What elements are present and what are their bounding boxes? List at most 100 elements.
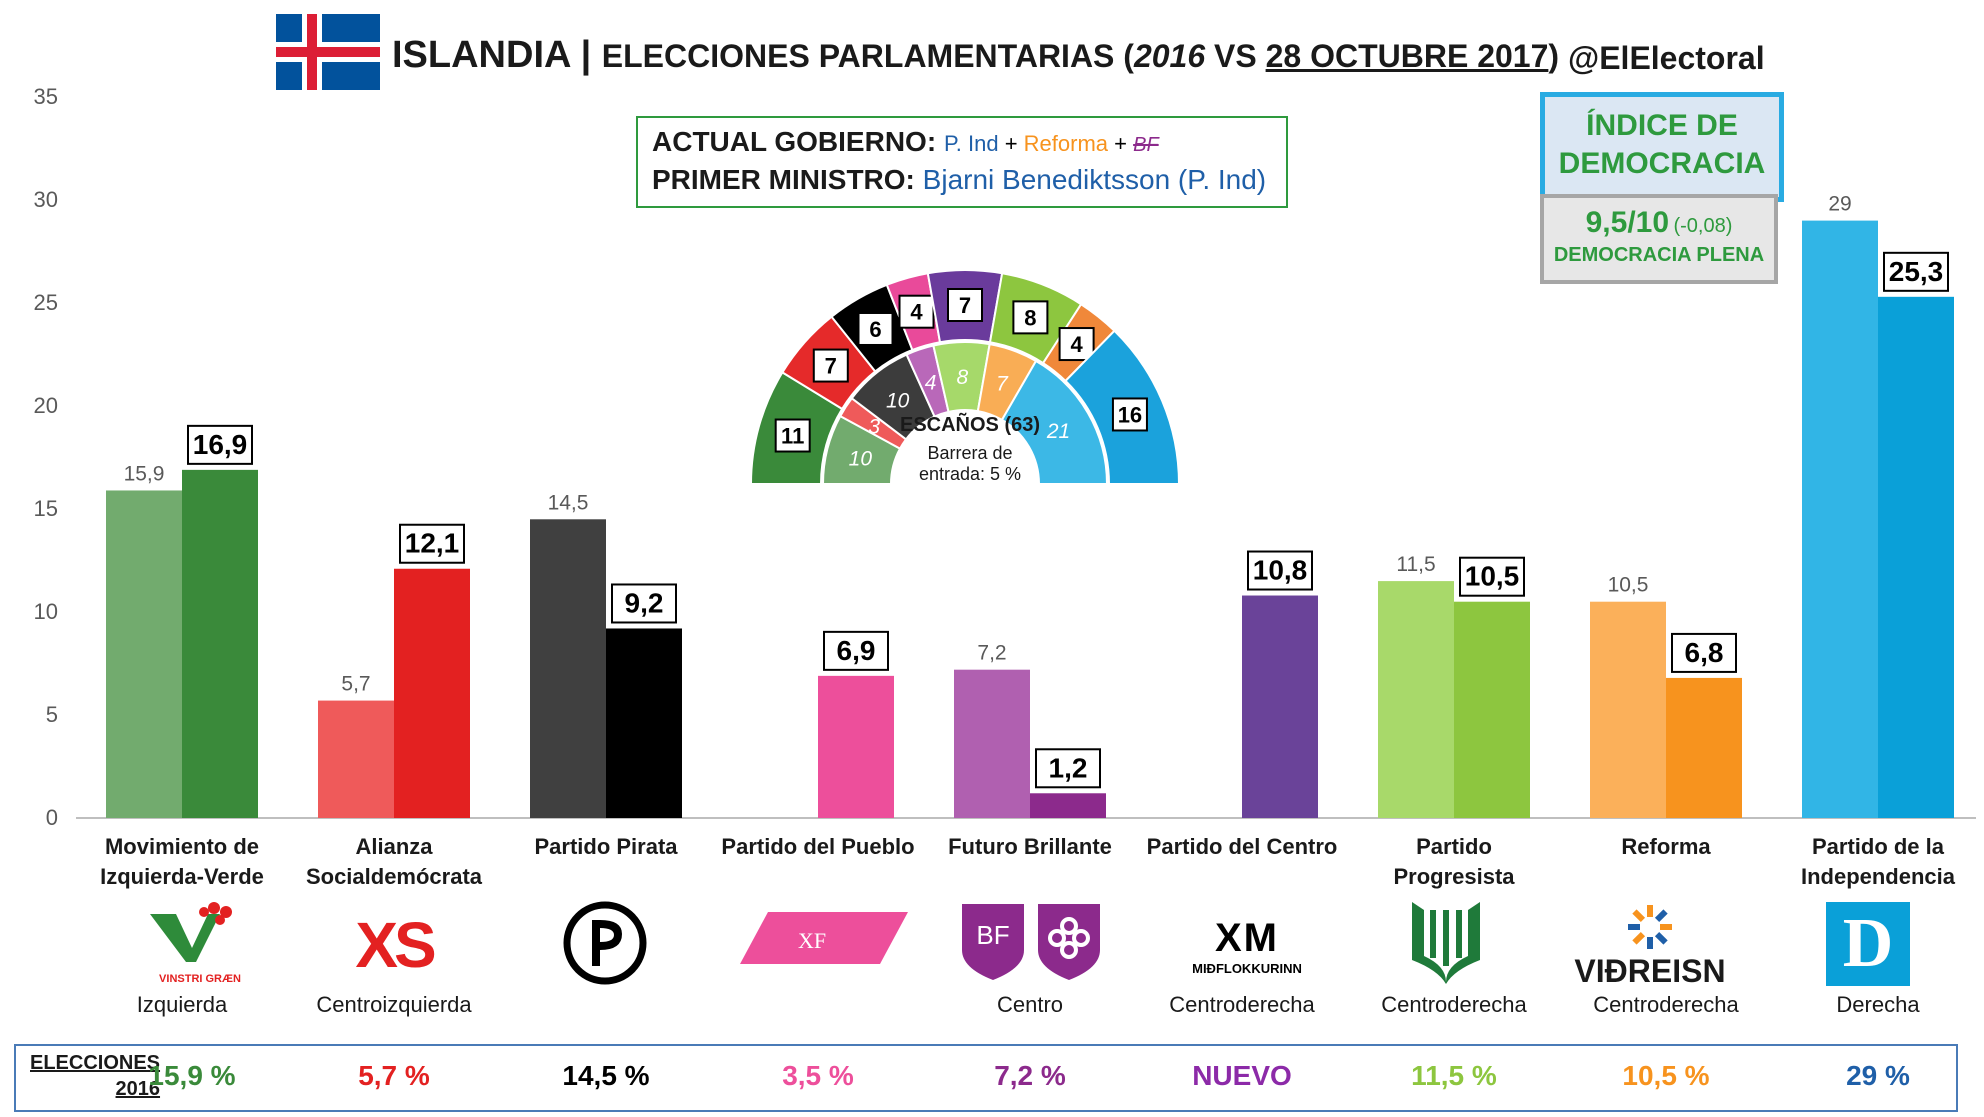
hemicycle-title: ESCAÑOS (63) xyxy=(899,414,1041,436)
result-2016: 10,5 % xyxy=(1622,1060,1710,1091)
data-label-box-2017 xyxy=(1883,251,1949,292)
bar-2016-6 xyxy=(1378,581,1454,818)
hemicycle-center-text: ESCAÑOS (63) Barrera de entrada: 5 % xyxy=(880,414,1060,485)
pirate-logo xyxy=(562,900,648,991)
x-tick-label: Partido del Centro xyxy=(1142,832,1342,862)
party-label-line2: Independencia xyxy=(1800,864,1956,889)
gov-label: ACTUAL GOBIERNO: xyxy=(652,126,937,157)
centre-party-logo-sub: MIÐFLOKKURINN xyxy=(1192,961,1302,976)
data-label-2017: 6,9 xyxy=(837,635,876,666)
result-2016: 7,2 % xyxy=(994,1060,1066,1091)
data-label-2017: 12,1 xyxy=(405,528,460,559)
x-tick-label: Partido Pirata xyxy=(506,832,706,862)
x-tick-label: Reforma xyxy=(1566,832,1766,862)
ideology-label: Izquierda xyxy=(136,992,228,1017)
data-label-2016: 7,2 xyxy=(977,642,1006,665)
y-tick-label: 10 xyxy=(33,599,58,624)
result-2016: NUEVO xyxy=(1192,1060,1292,1091)
data-label-box-2017 xyxy=(1459,556,1525,597)
results-2016-label: ELECCIONES 2016 xyxy=(30,1050,160,1102)
vidreisn-logo-text: VIÐREISN xyxy=(1574,953,1726,989)
result-2016: 29 % xyxy=(1846,1060,1910,1091)
vidreisn-star-icon xyxy=(1628,905,1672,949)
data-label-2016: 10,5 xyxy=(1608,574,1649,597)
centre-party-logo-text: XM xyxy=(1215,916,1279,960)
centre-party-logo: XM MIÐFLOKKURINN xyxy=(1172,916,1322,976)
party-label-line1: Partido de la xyxy=(1811,834,1945,859)
x-tick-label: Movimiento de Izquierda-Verde xyxy=(82,832,282,892)
data-label-box-2017 xyxy=(823,630,889,671)
page-title: ISLANDIA | ELECCIONES PARLAMENTARIAS (20… xyxy=(392,34,1560,76)
democracy-score-box: 9,5/10 (-0,08) DEMOCRACIA PLENA xyxy=(1540,194,1778,284)
bar-2017-8 xyxy=(1878,296,1954,818)
independence-party-logo: D xyxy=(1826,902,1910,986)
gov-party-bf: BF xyxy=(1133,134,1159,156)
party-label-line1: Futuro Brillante xyxy=(948,834,1112,859)
x-tick-label: Partido Progresista xyxy=(1354,832,1554,892)
vidreisn-logo: VIÐREISN xyxy=(1570,902,1730,990)
y-tick-label: 25 xyxy=(33,290,58,315)
party-label-line1: Reforma xyxy=(1621,834,1711,859)
party-label-line1: Partido Progresista xyxy=(1393,834,1515,889)
bar-2016-7 xyxy=(1590,601,1666,818)
vinstri-graen-logo-text: VINSTRI GRÆN xyxy=(159,973,241,985)
bright-future-logo-text: BF xyxy=(976,920,1009,950)
result-2016: 11,5 % xyxy=(1411,1060,1497,1091)
pm-label: PRIMER MINISTRO: xyxy=(652,164,915,195)
vinstri-graen-logo: VINSTRI GRÆN xyxy=(140,900,260,985)
democracy-title-line2: DEMOCRACIA xyxy=(1558,147,1766,180)
ideology-label: Centroderecha xyxy=(1169,992,1315,1017)
data-label-box-2017 xyxy=(1035,748,1101,789)
result-2016: 15,9 % xyxy=(148,1060,236,1091)
data-label-box-2017 xyxy=(1671,632,1737,673)
ideology-label: Centroderecha xyxy=(1381,992,1527,1017)
party-label-line2: Izquierda-Verde xyxy=(100,864,264,889)
data-label-2017: 9,2 xyxy=(625,587,664,618)
bar-2016-2 xyxy=(530,519,606,818)
y-tick-label: 20 xyxy=(33,393,58,418)
democracy-title-line1: ÍNDICE DE xyxy=(1586,109,1738,142)
people-party-logo-text: XF xyxy=(798,928,826,953)
bar-2016-4 xyxy=(954,669,1030,818)
gov-party-pind: P. Ind xyxy=(943,131,999,156)
result-2016: 14,5 % xyxy=(562,1060,650,1091)
data-label-2016: 15,9 xyxy=(124,462,165,485)
bar-2017-1 xyxy=(394,568,470,818)
result-2016: 3,5 % xyxy=(782,1060,854,1091)
results-2016-label-line1: ELECCIONES xyxy=(30,1052,161,1074)
ideology-label: Centroderecha xyxy=(1593,992,1739,1017)
data-label-box-2017 xyxy=(1247,550,1313,591)
ideology-label: Derecha xyxy=(1836,992,1920,1017)
y-tick-label: 15 xyxy=(33,496,58,521)
bar-2017-6 xyxy=(1454,601,1530,818)
data-label-2017: 1,2 xyxy=(1049,752,1088,783)
data-label-box-2017 xyxy=(611,583,677,624)
data-label-2016: 5,7 xyxy=(341,673,370,696)
result-2016: 5,7 % xyxy=(358,1060,430,1091)
iceland-flag-icon xyxy=(276,14,380,90)
government-box: ACTUAL GOBIERNO: P. Ind + Reforma + BF P… xyxy=(636,116,1288,208)
party-label-line1: Movimiento de xyxy=(104,834,259,859)
bar-2016-8 xyxy=(1802,220,1878,819)
bar-2017-0 xyxy=(182,469,258,818)
bar-2017-7 xyxy=(1666,677,1742,818)
data-label-box-2017 xyxy=(399,523,465,564)
democracy-score: 9,5/10 xyxy=(1585,206,1670,239)
data-label-2017: 16,9 xyxy=(193,429,248,460)
data-label-box-2017 xyxy=(187,424,253,465)
x-tick-label: Futuro Brillante xyxy=(930,832,1130,862)
gov-party-reforma: Reforma xyxy=(1023,131,1109,156)
data-label-2016: 29 xyxy=(1828,193,1851,216)
x-tick-label: Partido de la Independencia xyxy=(1778,832,1978,892)
ideology-label: Centro xyxy=(996,992,1064,1017)
hemicycle-subtitle-2: entrada: 5 % xyxy=(918,464,1022,484)
democracy-category: DEMOCRACIA PLENA xyxy=(1553,244,1765,266)
pm-name: Bjarni Benediktsson (P. Ind) xyxy=(922,164,1267,195)
party-label-line1: Partido del Centro xyxy=(1146,834,1338,859)
bar-2016-1 xyxy=(318,700,394,818)
y-tick-label: 35 xyxy=(33,84,58,109)
data-label-2017: 10,8 xyxy=(1253,555,1308,586)
y-tick-label: 5 xyxy=(45,702,58,727)
results-2016-label-line2: 2016 xyxy=(115,1078,161,1100)
